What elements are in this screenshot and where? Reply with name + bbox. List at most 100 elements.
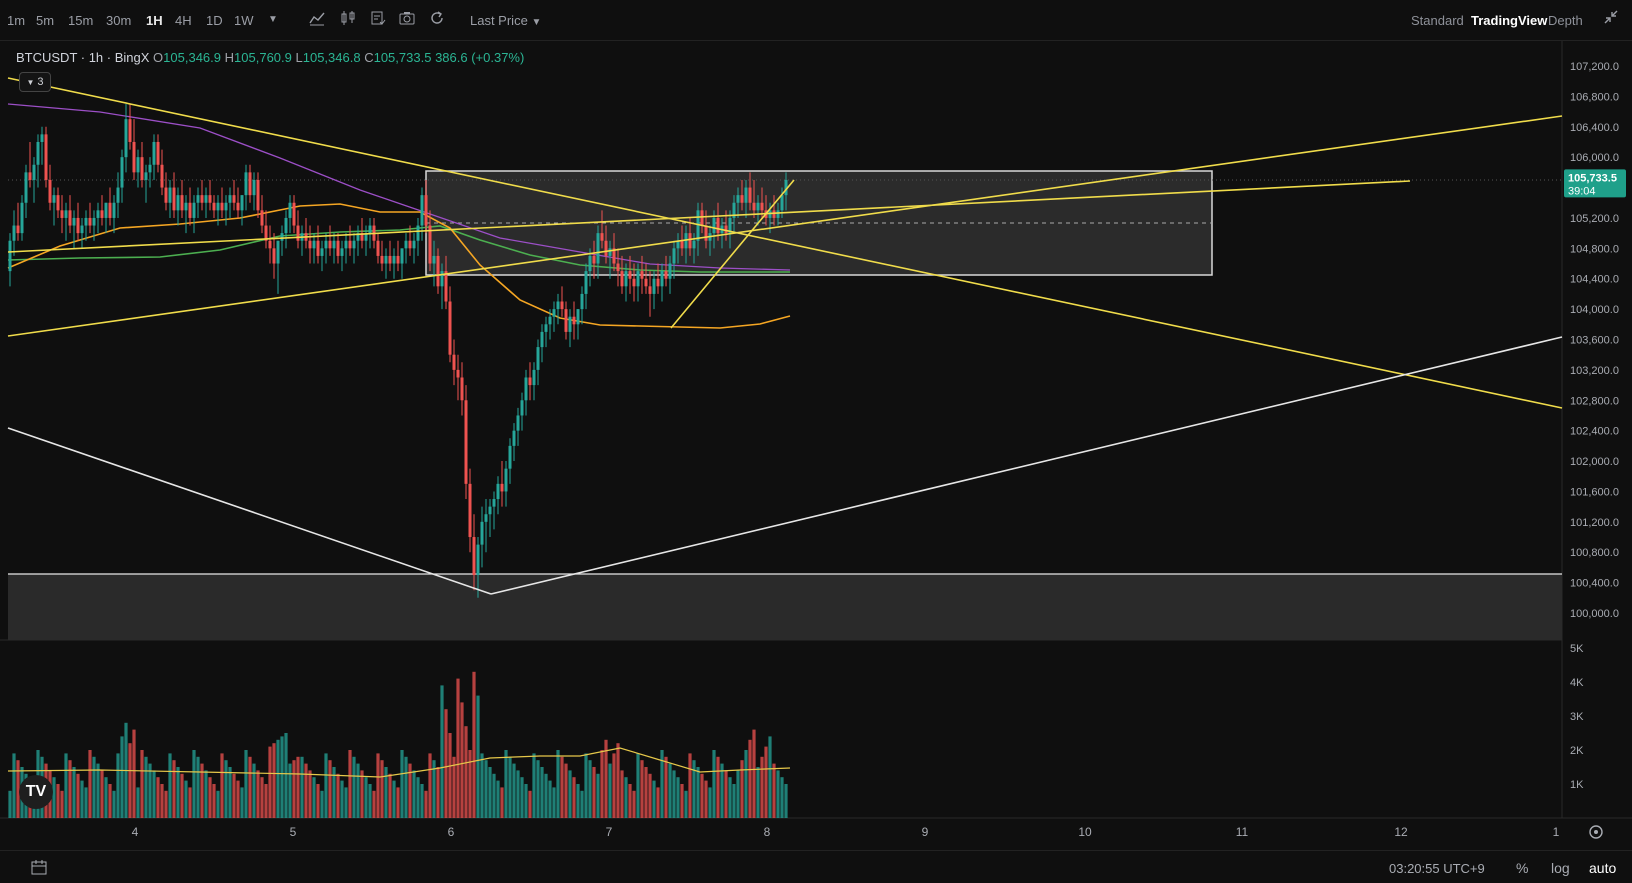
volume-ma-line [7,747,791,778]
timeframe-1h[interactable]: 1H [146,13,163,28]
price-tick-label: 102,800.0 [1570,395,1619,407]
timeframe-1w[interactable]: 1W [234,13,254,28]
volume-bar [172,760,176,818]
chevron-down-icon[interactable]: ▼ [268,14,278,25]
volume-bar [192,750,196,818]
volume-bar [520,777,524,818]
candle-body [400,248,404,264]
volume-bar [572,777,576,818]
candle-body [76,217,80,234]
volume-bar [552,787,556,818]
volume-bar [68,760,72,818]
volume-bar [704,780,708,818]
volume-bar [296,756,300,818]
volume-bar [504,750,508,818]
volume-bar [592,767,596,818]
volume-bar [388,773,392,818]
volume-bar [188,787,192,818]
volume-bar [516,770,520,818]
volume-bar [60,790,64,818]
volume-bar [712,750,716,818]
screenshot-icon[interactable] [397,10,417,30]
candle-body [80,225,84,234]
volume-bar [676,777,680,818]
volume-bar [560,756,564,818]
timeframe-30m[interactable]: 30m [106,13,132,28]
candle-body [376,240,380,256]
auto-scale-toggle[interactable]: auto [1589,860,1617,876]
volume-bar [640,760,644,818]
price-type-select[interactable]: Last Price ▼ [470,13,541,28]
candle-body [480,521,484,545]
volume-bar [348,750,352,818]
volume-bar [732,784,736,818]
indicators-icon[interactable] [307,10,327,30]
candle-body [536,347,540,370]
price-tick-label: 100,400.0 [1570,578,1619,590]
candle-body [404,240,408,249]
view-tradingview[interactable]: TradingView [1471,13,1548,28]
view-standard[interactable]: Standard [1411,13,1464,28]
collapse-icon[interactable] [1601,10,1621,30]
chart-type-icon[interactable] [338,10,358,30]
candle-body [32,164,36,180]
candle-body [236,202,240,211]
candle-body [660,271,664,287]
calendar-icon[interactable] [30,858,48,879]
candle-body [440,271,444,287]
candle-body [772,210,776,218]
candle-body [592,255,596,264]
timeframe-4h[interactable]: 4H [175,13,192,28]
reset-icon[interactable] [427,10,447,30]
volume-bar [180,773,184,818]
ascending-trendline-upper [7,115,1563,337]
candle-body [584,271,588,294]
utc-clock[interactable]: 03:20:55 UTC+9 [1389,861,1485,876]
volume-bar [740,760,744,818]
volume-bar [736,770,740,818]
indicators-toggle[interactable]: ▼ 3 [19,72,51,92]
candle-body [92,217,96,226]
candle-body [616,263,620,272]
candle-body [188,202,192,218]
tradingview-logo[interactable]: TV [19,775,53,809]
volume-bar [424,790,428,818]
candle-body [356,233,360,241]
candle-body [780,195,784,211]
candle-body [524,377,528,401]
candle-body [244,172,248,196]
candle-body [112,202,116,218]
volume-bar [524,784,528,818]
chevron-down-icon: ▼ [531,17,542,28]
candle-body [688,233,692,249]
candle-body [428,225,432,264]
timeframe-15m[interactable]: 15m [68,13,94,28]
volume-bar [228,767,232,818]
volume-bar [168,753,172,818]
volume-bar [532,753,536,818]
volume-bar [304,763,308,818]
symbol-label[interactable]: BTCUSDT · 1h · BingX [16,50,150,65]
volume-bar [696,767,700,818]
percent-toggle[interactable]: % [1516,860,1529,876]
candle-body [264,225,268,241]
candle-body [96,210,100,218]
timeframe-1m[interactable]: 1m [7,13,26,28]
templates-icon[interactable] [368,10,388,30]
candle-body [560,301,564,310]
volume-bar [72,767,76,818]
log-toggle[interactable]: log [1551,860,1570,876]
candle-body [288,202,292,218]
volume-bar [112,790,116,818]
candle-body [212,202,216,211]
volume-bar [660,750,664,818]
time-tick-label: 4 [132,825,139,839]
candle-body [572,316,576,325]
timeframe-5m[interactable]: 5m [36,13,55,28]
view-depth[interactable]: Depth [1548,13,1583,28]
timeframe-1d[interactable]: 1D [206,13,223,28]
price-chart[interactable]: 107,200.0 106,800.0 106,400.0 106,000.0 105,… [0,0,1632,850]
candle-body [276,240,280,264]
volume-bar [464,726,468,818]
candle-body [28,172,32,180]
